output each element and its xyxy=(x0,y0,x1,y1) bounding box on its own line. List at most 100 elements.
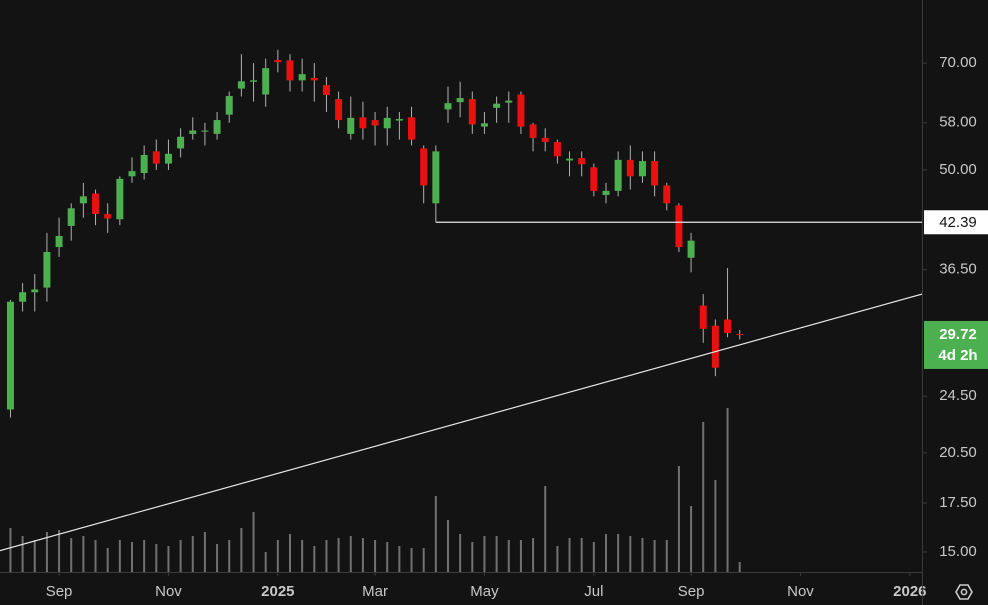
volume-bar xyxy=(690,506,693,572)
volume-bar xyxy=(386,542,389,572)
candle-body xyxy=(201,130,209,132)
volume-bar xyxy=(301,540,304,572)
candle-body xyxy=(359,117,367,129)
candle-body xyxy=(128,171,136,177)
candle-body xyxy=(140,154,148,174)
x-tick-label: Jul xyxy=(584,583,603,600)
volume-bar xyxy=(240,528,243,572)
volume-bar xyxy=(726,408,729,572)
candle-body xyxy=(675,205,683,248)
candle-body xyxy=(456,98,464,103)
volume-bar xyxy=(9,528,12,572)
level-label-box xyxy=(924,210,988,235)
settings-icon[interactable] xyxy=(955,584,973,600)
volume-bar xyxy=(580,538,583,572)
candle-body xyxy=(79,196,87,204)
candle-body xyxy=(55,235,63,248)
volume-bar xyxy=(544,486,547,572)
y-axis: 70.00 58.00 50.00 36.50 24.50 20.50 17.50 15.00… xyxy=(922,54,988,560)
candle-body xyxy=(310,77,318,81)
volume-bar xyxy=(434,496,437,572)
settings-hex[interactable] xyxy=(955,584,973,600)
candle-body xyxy=(371,120,379,126)
y-tick-label: 36.50 xyxy=(939,261,977,278)
candle-body xyxy=(432,151,440,204)
volume-bar xyxy=(143,540,146,572)
candle-body xyxy=(480,123,488,127)
candle-body xyxy=(553,141,561,157)
volume-bar xyxy=(21,536,24,572)
candle-body xyxy=(602,190,610,195)
volume-bar xyxy=(361,538,364,572)
last-price-label: 29.72 xyxy=(939,326,977,343)
candle-body xyxy=(724,319,732,334)
candle-body xyxy=(335,99,343,121)
last-price-box xyxy=(924,320,988,369)
countdown-label: 4d 2h xyxy=(938,347,977,364)
volume-bar xyxy=(604,534,607,572)
x-tick-label: Sep xyxy=(46,583,73,600)
volume-bar xyxy=(349,536,352,572)
candle-body xyxy=(395,118,403,121)
volume-bar xyxy=(702,422,705,572)
volume-bar xyxy=(94,540,97,572)
y-tick-label: 50.00 xyxy=(939,161,977,178)
volume-bar xyxy=(203,532,206,572)
volume-bar xyxy=(592,542,595,572)
volume-bar xyxy=(446,520,449,572)
volume-bar xyxy=(507,540,510,572)
candle-body xyxy=(590,167,598,191)
candle-body xyxy=(736,334,744,336)
candle-body xyxy=(237,81,245,89)
candle-body xyxy=(493,103,501,108)
volume-bar xyxy=(519,540,522,572)
volume-bar xyxy=(264,552,267,572)
candle-body xyxy=(505,100,513,103)
volume-bar xyxy=(483,536,486,572)
candle-body xyxy=(19,292,27,302)
volume-bar xyxy=(617,534,620,572)
candle-body xyxy=(614,159,622,191)
candle-body xyxy=(164,153,172,164)
volume-bar xyxy=(33,540,36,572)
volume-bar xyxy=(374,540,377,572)
candle-body xyxy=(250,80,258,82)
volume-bar xyxy=(70,538,73,572)
volume-bar xyxy=(495,536,498,572)
volume-bar xyxy=(422,548,425,572)
candle-body xyxy=(468,99,476,125)
volume-bar xyxy=(653,540,656,572)
candle-body xyxy=(225,96,233,115)
volume-bar xyxy=(629,536,632,572)
volume-bar xyxy=(568,538,571,572)
volume-bar xyxy=(459,534,462,572)
candle-body xyxy=(687,240,695,258)
volume-bar xyxy=(228,540,231,572)
candle-body xyxy=(383,117,391,129)
candle-body xyxy=(566,158,574,161)
candle-body xyxy=(213,120,221,134)
volume-bar xyxy=(398,546,401,572)
x-tick-label: 2026 xyxy=(893,583,926,600)
volume-bar xyxy=(556,546,559,572)
volume-bar xyxy=(191,536,194,572)
candle-body xyxy=(420,148,428,186)
x-tick-label: Nov xyxy=(787,583,814,600)
candle-body xyxy=(43,251,51,288)
volume-bar xyxy=(665,540,668,572)
candle-body xyxy=(517,94,525,127)
candle-body xyxy=(651,161,659,186)
volume-bar xyxy=(45,532,48,572)
plot-area xyxy=(0,49,922,572)
y-tick-label: 17.50 xyxy=(939,494,977,511)
candle-body xyxy=(541,137,549,142)
x-tick-label: Nov xyxy=(155,583,182,600)
volume-bar xyxy=(82,536,85,572)
volume-bar xyxy=(167,546,170,572)
candle-body xyxy=(626,159,634,177)
volume-bar xyxy=(58,530,61,572)
settings-dot[interactable] xyxy=(960,588,968,596)
volume-bar xyxy=(532,538,535,572)
